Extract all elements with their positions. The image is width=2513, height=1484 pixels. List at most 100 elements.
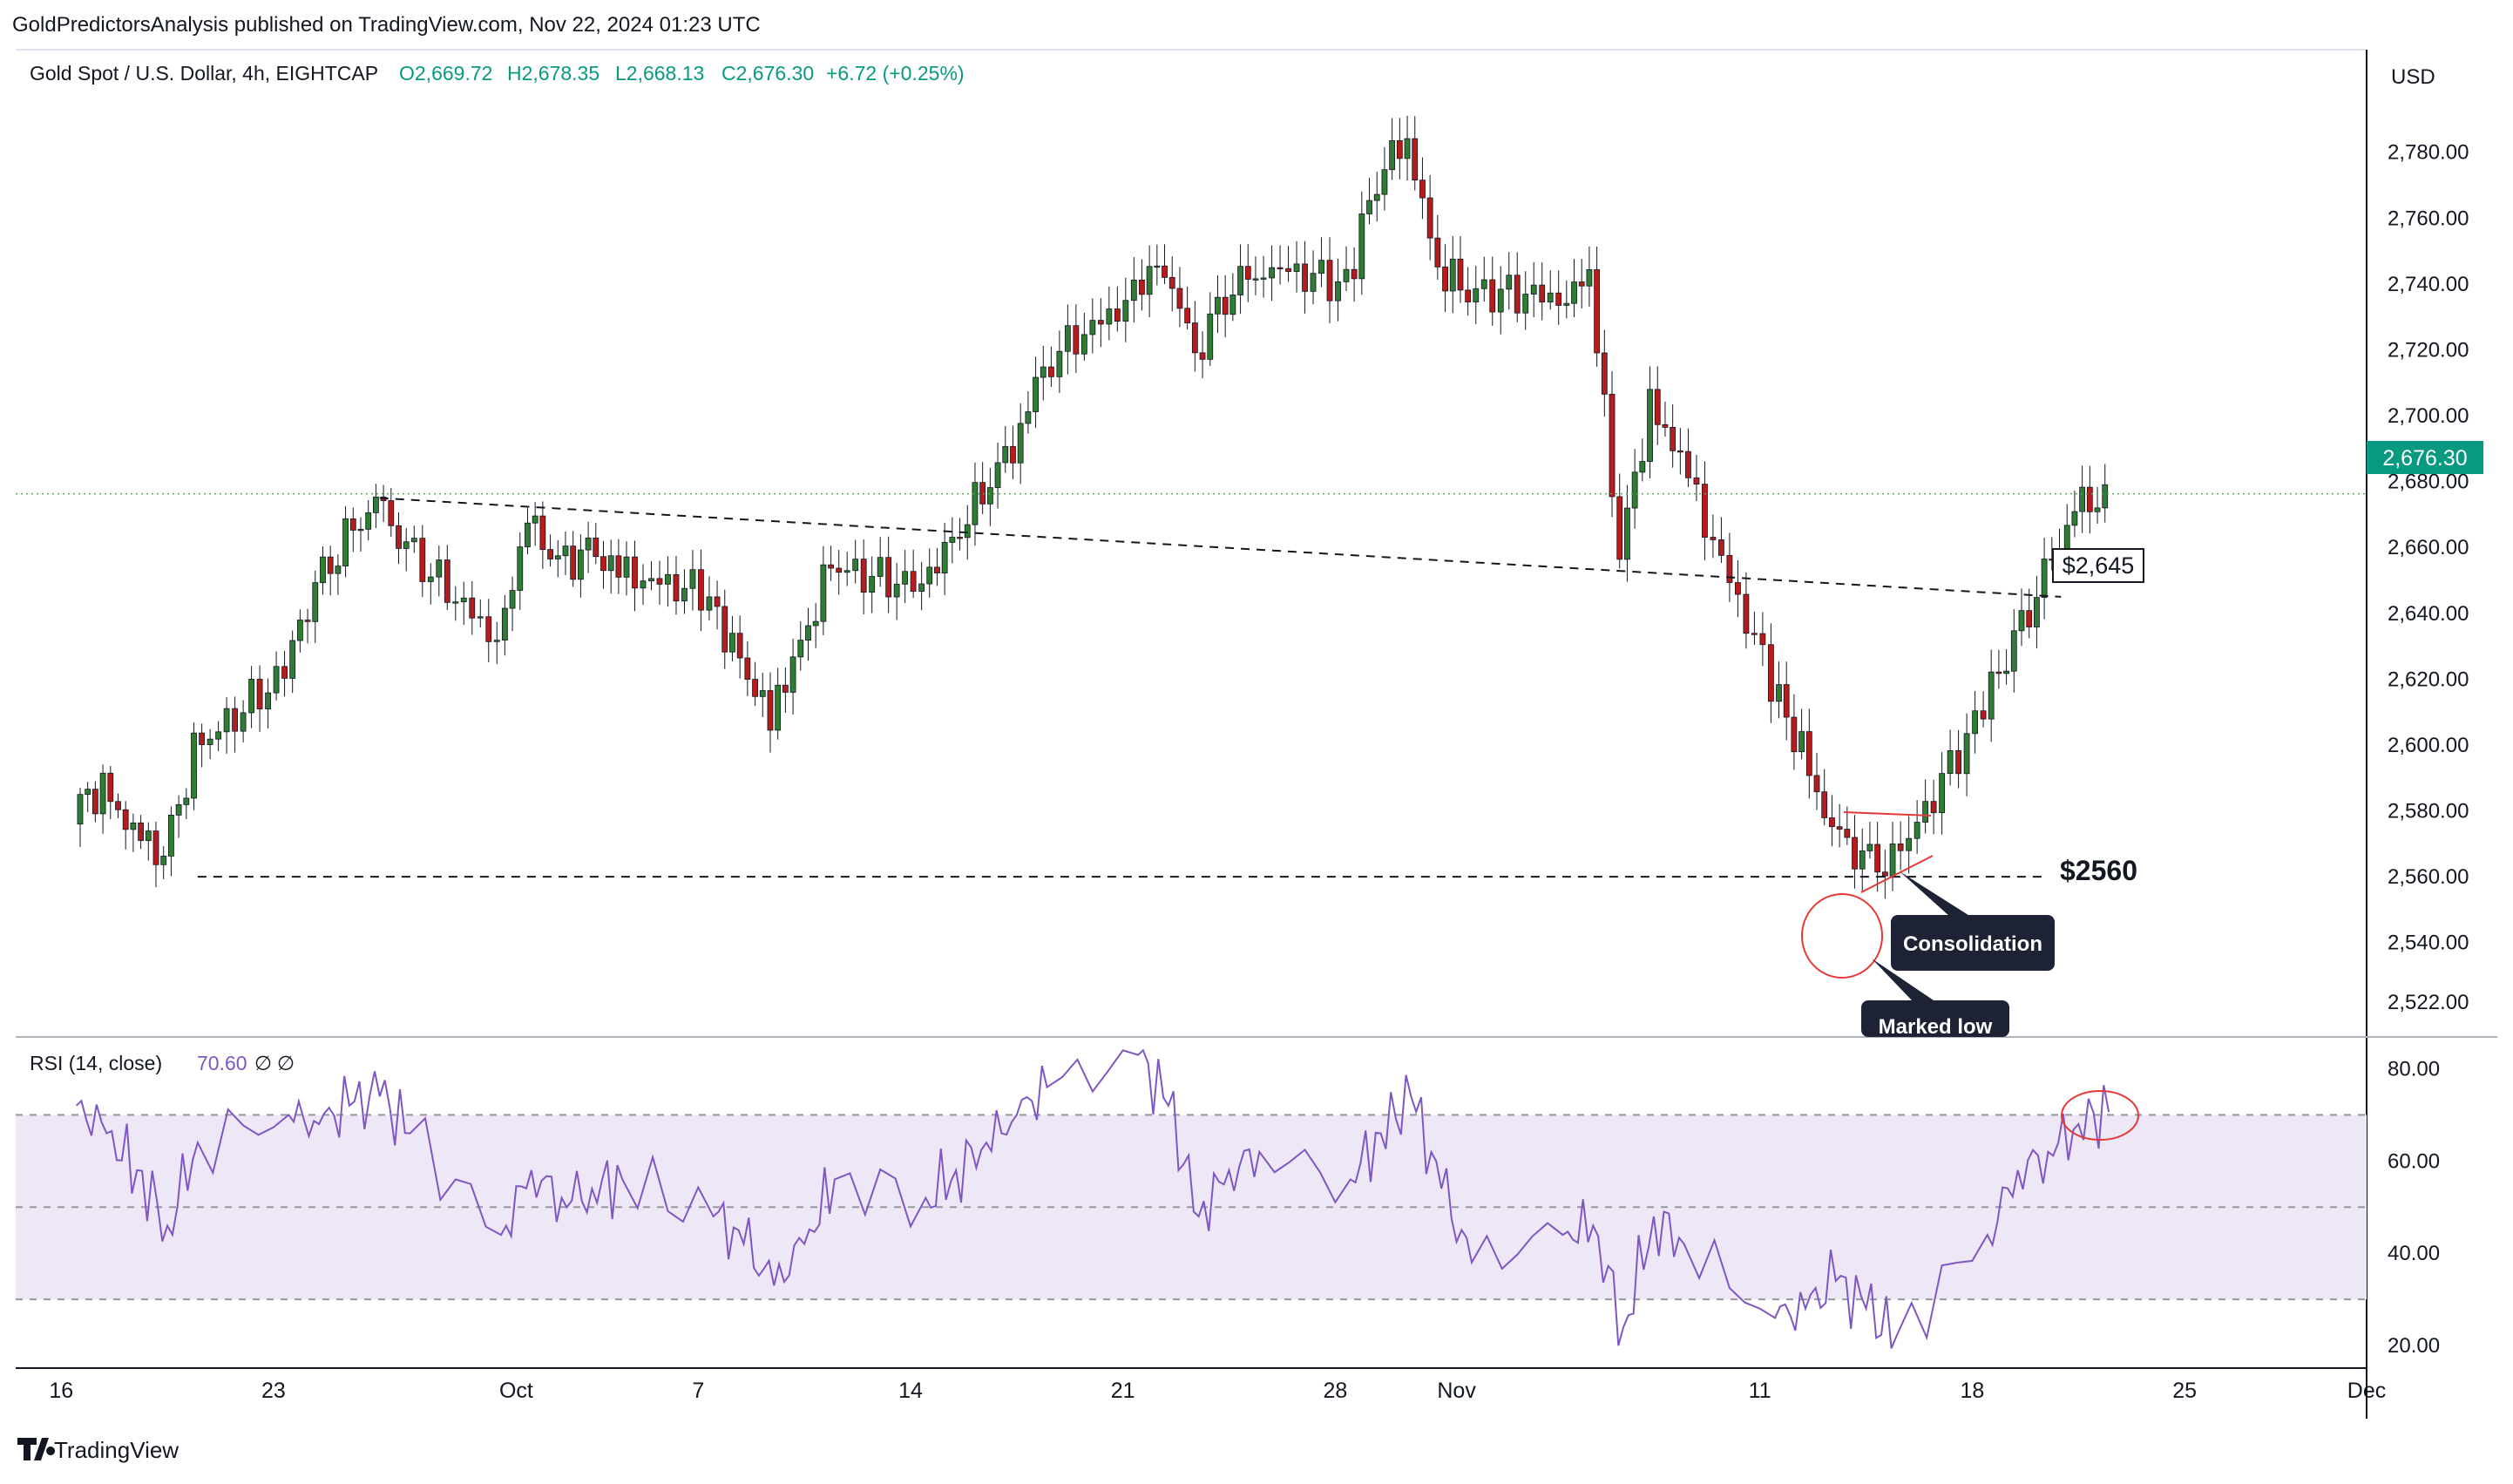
candle-body <box>168 814 174 857</box>
candle-body <box>436 559 443 578</box>
candle-body <box>1594 269 1601 354</box>
candle-body <box>1489 279 1496 313</box>
price-tick-label: 2,600.00 <box>2388 734 2469 757</box>
rsi-legend[interactable]: RSI (14, close) 70.60 ∅ ∅ <box>30 1052 295 1074</box>
candle-body <box>175 803 182 816</box>
candle-body <box>1381 169 1388 195</box>
time-tick-label: 25 <box>2172 1379 2197 1403</box>
candle-body <box>1844 829 1851 838</box>
candle-body <box>926 566 933 585</box>
candle-body <box>477 616 484 619</box>
footer-brand[interactable]: TradingView <box>17 1437 179 1463</box>
candle-body <box>1768 644 1774 702</box>
candle-body <box>1751 633 1758 635</box>
candle-body <box>964 524 971 539</box>
candle-body <box>759 690 766 697</box>
candle-body <box>1647 389 1653 462</box>
rsi-tick-label: 40.00 <box>2388 1242 2440 1265</box>
candle-body <box>256 679 263 710</box>
candle-body <box>648 578 654 582</box>
candle-body <box>207 738 213 745</box>
price-tick-label: 2,720.00 <box>2388 338 2469 362</box>
candle-body <box>1191 322 1198 354</box>
candle-body <box>1922 801 1929 823</box>
candle-body <box>972 482 979 525</box>
rsi-line <box>75 1048 2110 1349</box>
publisher-line: GoldPredictorsAnalysis published on Trad… <box>12 13 761 37</box>
candle-body <box>1480 279 1487 289</box>
candle-body <box>877 557 884 577</box>
candle-body <box>1114 308 1121 322</box>
level-2560-label[interactable]: $2560 <box>2060 855 2137 886</box>
candle-body <box>1889 844 1896 877</box>
candle-body <box>1343 268 1350 282</box>
marked-low-callout[interactable]: Marked low <box>1861 959 2009 1039</box>
ohlc-close: C2,676.30 <box>721 62 814 85</box>
price-tick-label: 2,540.00 <box>2388 932 2469 955</box>
candle-body <box>304 620 311 622</box>
symbol-name: Gold Spot / U.S. Dollar, 4h, EIGHTCAP <box>30 62 378 85</box>
candle-body <box>1866 844 1873 851</box>
level-2645-label: $2,645 <box>2063 552 2135 579</box>
currency-label[interactable]: USD <box>2391 65 2435 89</box>
candle-body <box>1122 300 1129 322</box>
candle-body <box>1040 366 1047 378</box>
candle-body <box>805 625 811 641</box>
candle-body <box>296 620 303 641</box>
candle-body <box>396 525 402 549</box>
candle-body <box>493 640 500 642</box>
price-tick-label: 2,620.00 <box>2388 667 2469 691</box>
candle-body <box>2079 486 2086 512</box>
candle-body <box>812 620 819 627</box>
candle-body <box>1154 265 1161 268</box>
candle-body <box>986 487 993 505</box>
candle-body <box>979 482 986 505</box>
candle-body <box>289 640 296 679</box>
candle-body <box>893 583 900 598</box>
candle-body <box>941 542 948 574</box>
price-tick-label: 2,580.00 <box>2388 800 2469 823</box>
consolidation-callout-pointer <box>1900 871 1971 917</box>
candle-body <box>2063 525 2070 551</box>
candle-body <box>1710 537 1717 540</box>
candle-body <box>1702 484 1708 538</box>
last-price-box <box>2367 441 2483 474</box>
candle-body <box>752 679 758 697</box>
time-tick-label: 21 <box>1111 1379 1135 1403</box>
symbol-legend[interactable]: Gold Spot / U.S. Dollar, 4h, EIGHTCAP O2… <box>30 62 965 85</box>
candle-body <box>797 640 804 658</box>
candle-body <box>820 564 827 622</box>
rsi-tick-label: 60.00 <box>2388 1149 2440 1173</box>
candle-body <box>1670 427 1676 451</box>
tradingview-wordmark: TradingView <box>54 1437 179 1463</box>
candle-body <box>427 576 434 582</box>
candle-body <box>444 559 450 603</box>
candle-body <box>1277 267 1284 270</box>
time-tick-label: 16 <box>49 1379 73 1403</box>
candle-body <box>1442 266 1448 292</box>
candle-body <box>115 801 121 810</box>
pane-frame <box>16 49 2497 1419</box>
candle-body <box>1783 684 1790 718</box>
candle-body <box>357 528 364 532</box>
consolidation-callout[interactable]: Consolidation <box>1891 871 2055 971</box>
time-tick-label: Nov <box>1437 1379 1476 1403</box>
candle-body <box>1426 197 1433 239</box>
candle-body <box>1821 791 1828 818</box>
consolidation-callout-box <box>1891 915 2055 971</box>
candle-body <box>2026 610 2033 627</box>
candle-body <box>910 571 917 592</box>
candle-body <box>885 557 892 598</box>
candle-body <box>1906 837 1913 851</box>
annotation-2645[interactable]: $2,645 <box>2052 548 2144 583</box>
candle-body <box>1056 350 1063 377</box>
candle-body <box>452 601 459 604</box>
candle-body <box>1874 844 1881 873</box>
candle-body <box>1389 140 1396 171</box>
candle-body <box>957 537 963 539</box>
candle-body <box>656 578 663 585</box>
price-axis-ticks: 2,522.00 2,540.00 2,560.00 2,580.00 2,600.00… <box>2388 141 2469 1014</box>
candle-body <box>632 556 638 589</box>
candle-body <box>1473 288 1480 302</box>
candle-body <box>1881 871 1888 877</box>
